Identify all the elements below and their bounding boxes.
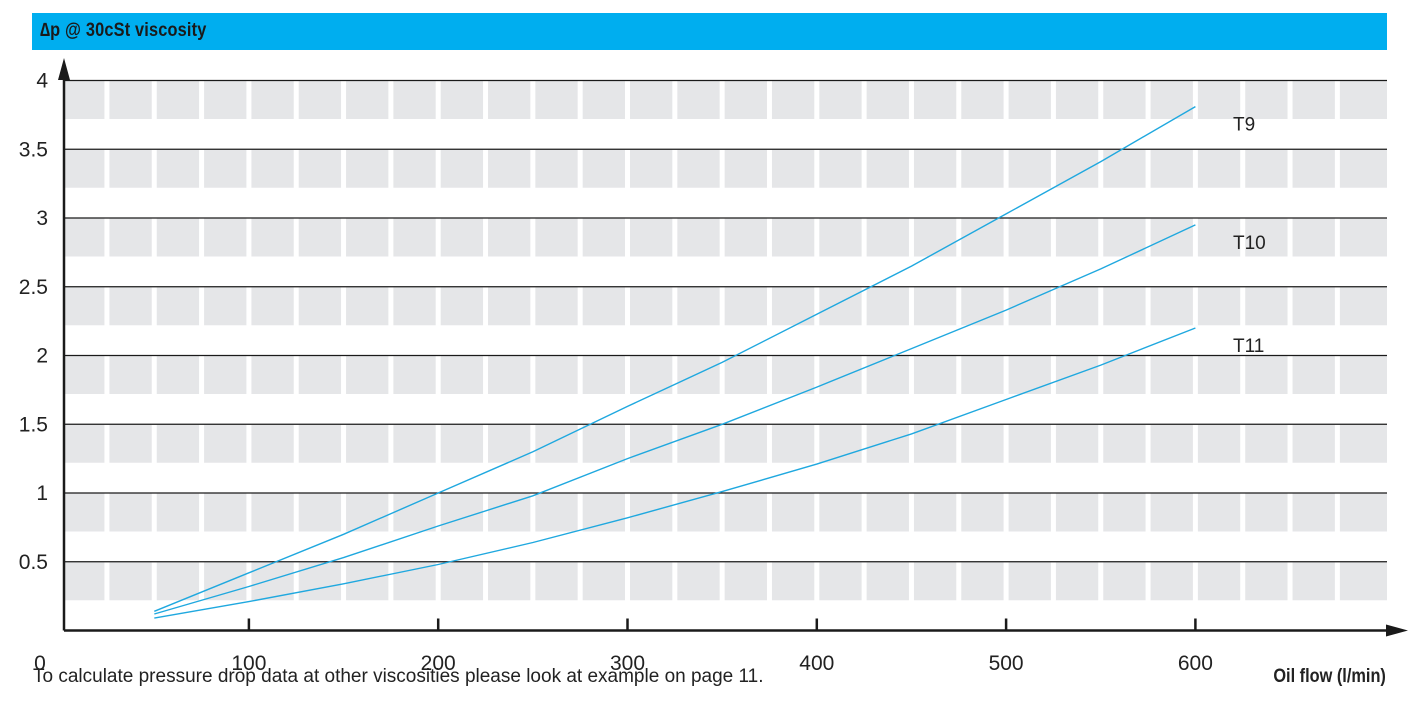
viscosity-footnote: To calculate pressure drop data at other… <box>33 666 764 687</box>
x-tick-label: 400 <box>799 652 834 675</box>
x-tick-label: 0 <box>34 652 46 675</box>
grid-band <box>64 81 1387 119</box>
series-label-t9: T9 <box>1233 115 1255 136</box>
series-label-t11: T11 <box>1233 336 1264 357</box>
series-line-t11 <box>154 327 1196 619</box>
x-axis-label: Oil flow (l/min) <box>1273 666 1386 687</box>
grid-band <box>64 356 1387 394</box>
grid-bands <box>64 80 1387 602</box>
grid-band <box>64 562 1387 601</box>
y-tick-label: 4 <box>36 70 48 93</box>
x-tick-label: 600 <box>1178 652 1213 675</box>
grid-band <box>64 218 1387 257</box>
axis-ticks: 0 100 200 300 400 500 600 0.5 1 1.5 2 2.5 3 3.5 4 <box>19 70 1213 676</box>
x-tick-label: 500 <box>989 652 1024 675</box>
x-axis-arrow <box>1386 624 1408 637</box>
chart-title: ∆p @ 30cSt viscosity <box>40 20 207 41</box>
x-tick-label: 100 <box>231 652 266 675</box>
series-labels: T9 T10 T11 <box>1233 115 1266 357</box>
series-line-t9 <box>154 105 1196 612</box>
grid-band <box>64 424 1387 463</box>
y-tick-label: 1.5 <box>19 413 48 436</box>
y-tick-label: 3.5 <box>19 138 48 161</box>
series-curves <box>154 105 1196 619</box>
chart-header-bar: ∆p @ 30cSt viscosity <box>32 13 1387 50</box>
x-tick-label: 200 <box>421 652 456 675</box>
y-tick-label: 2 <box>36 345 48 368</box>
grid-band <box>64 287 1387 326</box>
series-label-t10: T10 <box>1233 233 1266 254</box>
axes <box>58 58 1408 637</box>
grid-lines <box>64 79 1387 563</box>
series-line-t10 <box>154 224 1196 615</box>
y-tick-label: 1 <box>36 482 48 505</box>
x-tick-label: 300 <box>610 652 645 675</box>
grid-band <box>64 149 1387 188</box>
grid-band <box>64 493 1387 532</box>
y-tick-label: 3 <box>36 207 48 230</box>
y-axis-arrow <box>58 58 70 80</box>
y-tick-label: 2.5 <box>19 276 48 299</box>
y-tick-label: 0.5 <box>19 551 48 574</box>
